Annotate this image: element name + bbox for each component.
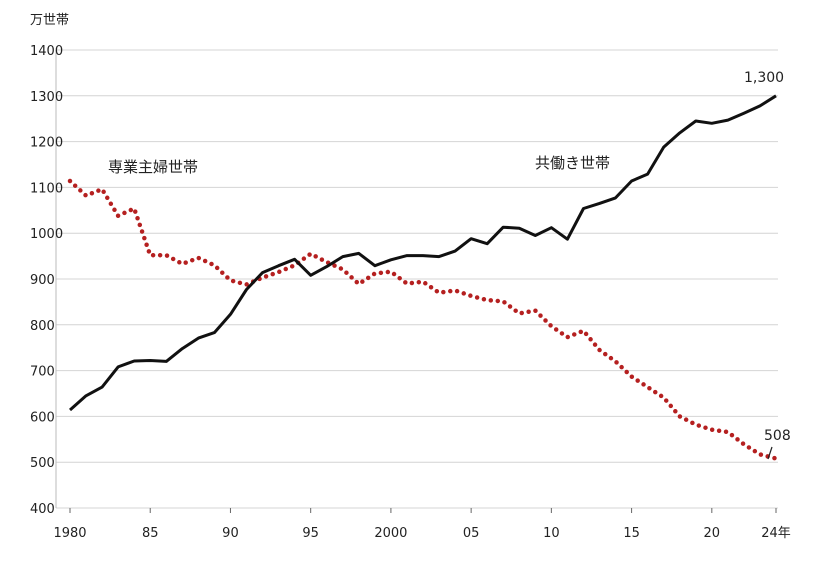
x-tick-label: 90 [222, 526, 239, 541]
x-tick-label: 85 [142, 526, 159, 541]
y-tick-label: 1100 [30, 181, 63, 196]
y-tick-label: 700 [30, 365, 55, 380]
x-tick-label: 2000 [374, 526, 407, 541]
series-lines [67, 94, 779, 461]
y-tick-label: 1400 [30, 44, 63, 59]
series-labels: 専業主婦世帯 共働き世帯 1,300 508 [108, 70, 791, 460]
series-name-dual-income: 共働き世帯 [535, 154, 610, 172]
x-tick-label: 24年 [761, 526, 791, 541]
x-axis-ticks: 1980 85 90 95 2000 05 10 15 20 24年 [53, 508, 791, 541]
x-tick-label: 95 [302, 526, 319, 541]
end-value-housewife: 508 [764, 428, 791, 444]
gridlines [55, 49, 778, 509]
y-tick-label: 900 [30, 273, 55, 288]
x-tick-label: 10 [543, 526, 560, 541]
x-tick-label: 20 [704, 526, 721, 541]
x-tick-label: 1980 [53, 526, 86, 541]
series-line-housewife [67, 178, 779, 461]
y-tick-label: 1200 [30, 136, 63, 151]
end-value-leader [767, 446, 773, 460]
y-axis-ticks: 400 500 600 700 800 900 1000 1100 1200 1300 1400 [30, 44, 63, 517]
end-value-dual-income: 1,300 [744, 70, 784, 86]
series-line-dual-income [69, 94, 777, 412]
y-tick-label: 1000 [30, 227, 63, 242]
y-tick-label: 1300 [30, 90, 63, 105]
x-tick-label: 05 [463, 526, 480, 541]
x-tick-label: 15 [623, 526, 640, 541]
y-tick-label: 800 [30, 319, 55, 334]
y-tick-label: 600 [30, 410, 55, 425]
y-tick-label: 400 [30, 502, 55, 517]
y-tick-label: 500 [30, 456, 55, 471]
y-axis-unit: 万世帯 [30, 13, 69, 28]
series-name-housewife: 専業主婦世帯 [108, 158, 198, 176]
